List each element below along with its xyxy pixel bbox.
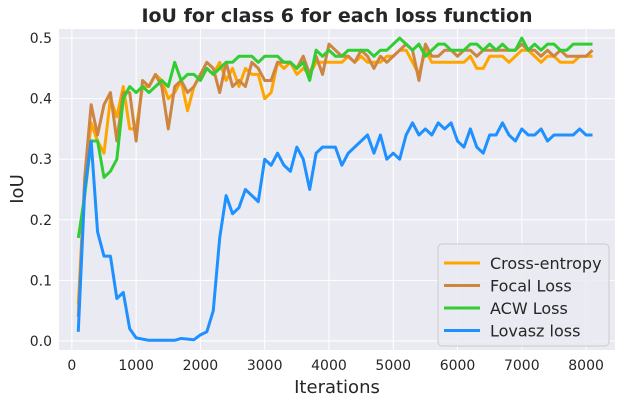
series-line-lovasz-loss	[76, 121, 593, 342]
x-tick-label: 3000	[247, 358, 283, 374]
x-tick-label: 2000	[183, 358, 219, 374]
x-axis-label: Iterations	[294, 377, 380, 398]
legend-label-acw-loss: ACW Loss	[490, 299, 568, 318]
series-line-acw-loss	[76, 36, 593, 239]
x-tick-label: 4000	[311, 358, 347, 374]
x-tick-label: 0	[67, 358, 76, 374]
x-tick-label: 1000	[118, 358, 154, 374]
legend: Cross-entropy Focal Loss ACW Loss Lovasz lo…	[437, 243, 610, 347]
x-tick-label: 7000	[504, 358, 540, 374]
chart-title: IoU for class 6 for each loss function	[141, 5, 532, 27]
y-tick-label: 0.4	[30, 92, 52, 108]
x-tick-labels: 0 1000 2000 3000 4000 5000 6000 7000 8000	[67, 358, 604, 374]
y-tick-label: 0.2	[30, 213, 52, 229]
legend-label-cross-entropy: Cross-entropy	[490, 254, 602, 273]
y-tick-label: 0.5	[30, 31, 52, 47]
y-tick-label: 0.3	[30, 152, 52, 168]
series-line-cross-entropy	[76, 48, 593, 305]
legend-label-lovasz-loss: Lovasz loss	[490, 322, 580, 341]
x-tick-label: 5000	[375, 358, 411, 374]
x-tick-label: 8000	[568, 358, 604, 374]
y-axis-label: IoU	[7, 174, 28, 204]
x-tick-label: 6000	[440, 358, 476, 374]
legend-label-focal-loss: Focal Loss	[490, 277, 572, 296]
y-tick-label: 0.1	[30, 273, 52, 289]
y-tick-labels: 0.0 0.1 0.2 0.3 0.4 0.5	[30, 31, 52, 350]
legend-box	[437, 243, 610, 347]
y-tick-label: 0.0	[30, 334, 52, 350]
series-lines	[76, 36, 594, 342]
